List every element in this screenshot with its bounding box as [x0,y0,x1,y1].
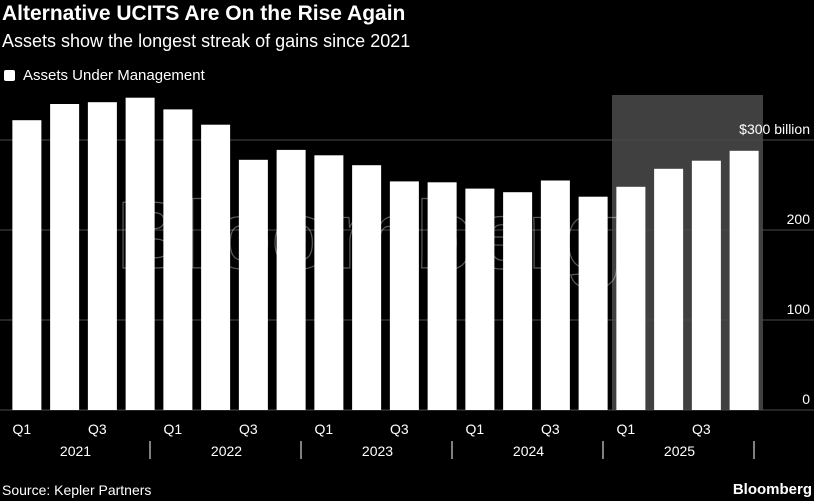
year-label-2025: 2025 [664,443,695,459]
y-tick-label-200: 200 [787,211,811,227]
bar-2021-q3 [87,102,117,410]
bar-2022-q4 [276,149,306,410]
bar-2024-q2 [503,192,533,410]
bar-2021-q1 [12,120,42,410]
bar-2024-q4 [578,196,608,410]
x-tick-label-2024-q1: Q1 [466,421,485,437]
bar-2025-q4 [729,150,759,411]
bar-2023-q3 [389,181,419,410]
year-label-2022: 2022 [211,443,242,459]
bar-2022-q1 [163,109,193,411]
bar-2024-q3 [540,180,570,410]
y-tick-label-0: 0 [802,391,810,407]
legend: Assets Under Management [4,67,205,84]
bar-2023-q4 [427,182,457,410]
chart-subtitle: Assets show the longest streak of gains … [2,31,411,51]
source-note: Source: Kepler Partners [2,482,152,498]
legend-swatch [4,70,15,81]
bloomberg-logo: Bloomberg [732,481,812,498]
bar-2021-q4 [125,97,155,410]
chart-title: Alternative UCITS Are On the Rise Again [2,2,406,25]
x-tick-label-2023-q3: Q3 [390,421,409,437]
x-tick-label-2024-q3: Q3 [541,421,560,437]
bar-2025-q2 [654,168,684,410]
x-tick-label-2022-q3: Q3 [239,421,258,437]
y-tick-label-300: $300 billion [739,121,810,137]
bar-2023-q2 [352,165,382,410]
x-tick-label-2025-q3: Q3 [692,421,711,437]
year-label-2021: 2021 [60,443,91,459]
y-tick-label-100: 100 [787,301,811,317]
bar-2022-q2 [201,124,231,410]
bar-2025-q3 [691,160,721,410]
bar-2024-q1 [465,188,495,410]
x-tick-label-2023-q1: Q1 [315,421,334,437]
x-tick-label-2022-q1: Q1 [164,421,183,437]
x-tick-label-2025-q1: Q1 [617,421,636,437]
bar-2023-q1 [314,155,344,410]
x-tick-label-2021-q3: Q3 [88,421,107,437]
year-label-2023: 2023 [362,443,393,459]
bloomberg-watermark: Bloomberg [117,182,624,289]
year-label-2024: 2024 [513,443,544,459]
x-tick-label-2021-q1: Q1 [13,421,32,437]
bar-2025-q1 [616,186,646,410]
bar-2021-q2 [50,104,80,410]
legend-label: Assets Under Management [23,67,205,84]
bar-2022-q3 [238,159,268,410]
